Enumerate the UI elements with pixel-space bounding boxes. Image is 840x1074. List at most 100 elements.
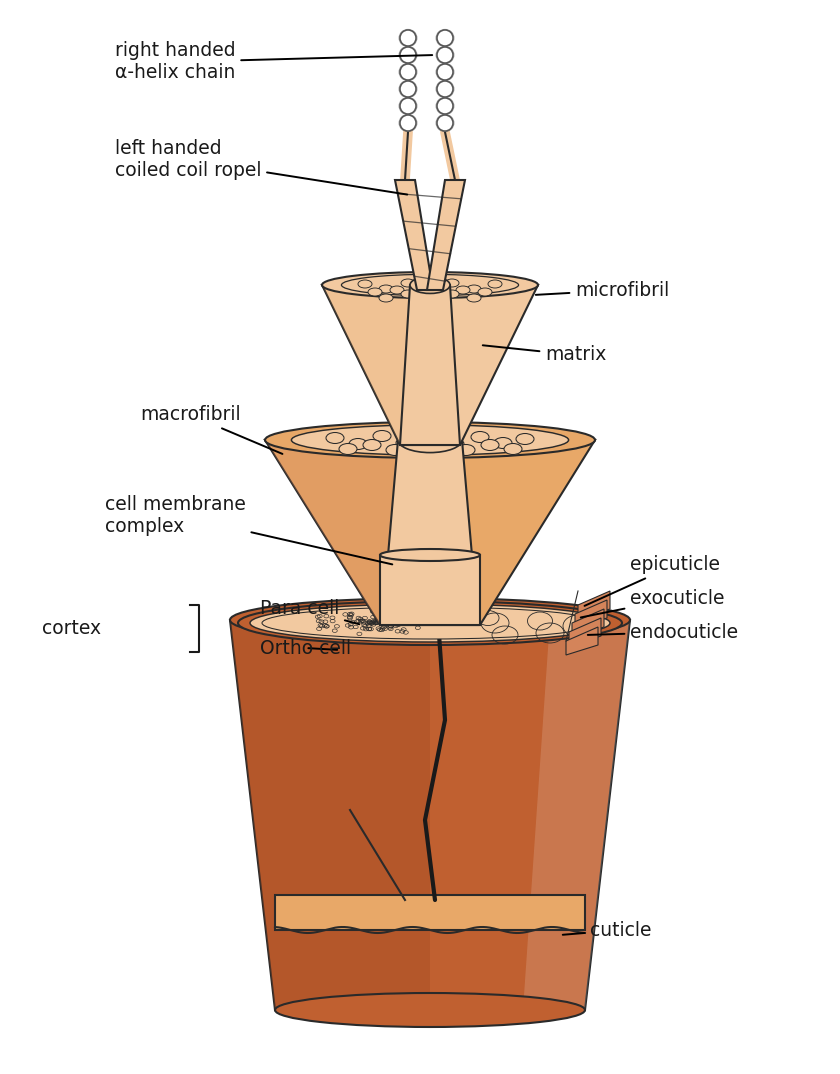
Ellipse shape [399,29,417,46]
Ellipse shape [478,288,492,296]
Text: epicuticle: epicuticle [585,555,720,606]
Text: microfibril: microfibril [536,280,669,300]
Ellipse shape [436,81,454,98]
Ellipse shape [488,280,502,288]
Polygon shape [523,620,630,1010]
Ellipse shape [349,438,367,450]
Ellipse shape [386,445,404,455]
Text: exocuticle: exocuticle [580,589,724,618]
Polygon shape [322,285,538,445]
Text: cuticle: cuticle [563,920,652,940]
Ellipse shape [399,63,417,81]
Ellipse shape [421,433,439,444]
Ellipse shape [412,287,426,295]
Text: Para cell: Para cell [260,598,360,624]
Ellipse shape [401,290,415,297]
Ellipse shape [516,434,534,445]
Ellipse shape [436,29,454,46]
Ellipse shape [396,437,414,449]
Polygon shape [265,440,430,625]
Ellipse shape [400,98,416,114]
Ellipse shape [410,276,450,293]
Ellipse shape [400,30,416,46]
Text: cell membrane
complex: cell membrane complex [105,494,392,564]
Ellipse shape [322,272,538,297]
Ellipse shape [467,285,481,293]
Ellipse shape [275,993,585,1027]
Ellipse shape [437,30,453,46]
Ellipse shape [363,439,381,450]
Ellipse shape [390,286,404,294]
Ellipse shape [399,98,417,115]
Ellipse shape [437,64,453,79]
Ellipse shape [250,604,610,642]
Ellipse shape [400,47,416,63]
Polygon shape [400,285,460,445]
Polygon shape [395,180,433,290]
Ellipse shape [341,274,518,295]
Ellipse shape [437,115,453,131]
Polygon shape [230,620,430,1010]
Ellipse shape [400,81,416,97]
Ellipse shape [400,64,416,79]
Text: endocuticle: endocuticle [588,623,738,641]
Ellipse shape [230,598,630,642]
Ellipse shape [398,427,462,452]
Ellipse shape [467,294,481,302]
Text: left handed
coiled coil ropel: left handed coiled coil ropel [115,140,407,194]
Polygon shape [427,180,465,290]
Ellipse shape [339,444,357,454]
Ellipse shape [481,439,499,450]
Polygon shape [575,600,607,628]
Ellipse shape [434,287,448,295]
Ellipse shape [433,440,451,451]
Ellipse shape [368,288,382,296]
Ellipse shape [423,284,437,292]
Ellipse shape [504,444,522,454]
Ellipse shape [400,115,416,131]
Ellipse shape [436,115,454,131]
Ellipse shape [265,422,595,458]
Ellipse shape [446,438,464,450]
Polygon shape [380,555,480,625]
Ellipse shape [409,440,427,451]
Polygon shape [230,620,630,1010]
Ellipse shape [494,437,512,449]
Ellipse shape [326,433,344,444]
Polygon shape [275,895,585,930]
Ellipse shape [401,279,415,287]
Ellipse shape [445,279,459,287]
Ellipse shape [437,47,453,63]
Polygon shape [569,618,601,645]
Ellipse shape [445,290,459,297]
Ellipse shape [379,294,393,302]
Ellipse shape [358,280,372,288]
Ellipse shape [436,63,454,81]
Ellipse shape [291,425,569,455]
Ellipse shape [437,98,453,114]
Polygon shape [322,285,430,445]
Polygon shape [566,627,598,655]
Ellipse shape [456,286,470,294]
Polygon shape [265,440,595,625]
Ellipse shape [399,81,417,98]
Ellipse shape [380,549,480,561]
Polygon shape [382,440,478,625]
Ellipse shape [262,607,598,639]
Ellipse shape [436,46,454,63]
Ellipse shape [457,445,475,455]
Text: Ortho cell: Ortho cell [260,639,351,657]
Ellipse shape [437,81,453,97]
Polygon shape [578,591,610,619]
Ellipse shape [399,46,417,63]
Ellipse shape [399,115,417,131]
Ellipse shape [373,431,391,441]
Ellipse shape [238,601,622,645]
Ellipse shape [436,98,454,115]
Polygon shape [572,609,604,637]
Ellipse shape [471,432,489,442]
Ellipse shape [379,285,393,293]
Text: matrix: matrix [483,345,606,364]
Text: right handed
α-helix chain: right handed α-helix chain [115,42,433,83]
Text: cortex: cortex [42,619,101,638]
